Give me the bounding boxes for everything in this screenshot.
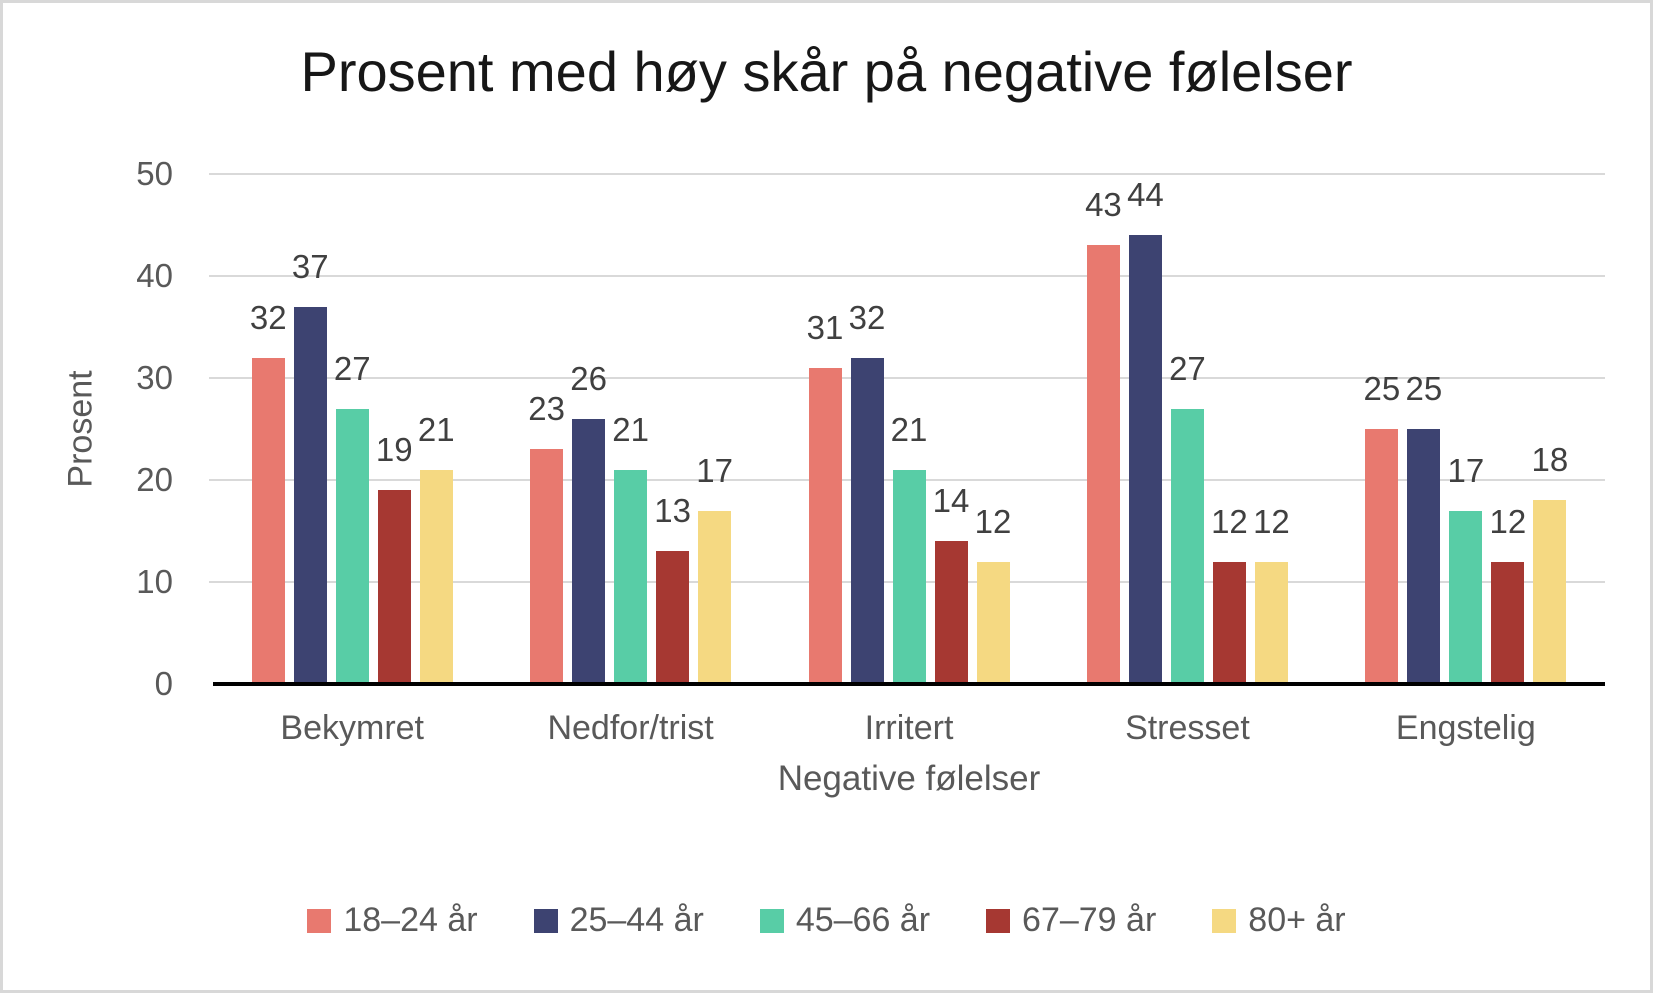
bar-value-label: 44 — [1127, 176, 1164, 214]
bar: 12 — [1211, 503, 1248, 684]
x-category-label: Irritert — [864, 709, 954, 747]
bar-value-label: 12 — [974, 502, 1012, 540]
x-category-label: Stresset — [1125, 709, 1250, 747]
bar: 17 — [1447, 452, 1484, 684]
y-tick-label: 0 — [154, 665, 173, 702]
x-category-label: Bekymret — [280, 709, 424, 747]
bar: 21 — [891, 411, 927, 684]
bar-value-label: 27 — [1169, 349, 1206, 387]
bar-groups: 32 37 27 19 21 23 26 21 13 17 31 32 21 14 12 43 44 27 12 12… — [213, 174, 1605, 684]
bar: 27 — [334, 350, 371, 684]
legend-item: 80+ år — [1212, 901, 1346, 940]
plot-area: 32 37 27 19 21 23 26 21 13 17 31 32 21 14 12 43 44 27 12 12… — [209, 173, 1605, 686]
y-tick-label: 30 — [136, 359, 173, 396]
bar-value-label: 27 — [333, 349, 371, 387]
legend-label: 25–44 år — [569, 901, 704, 939]
bar: 32 — [849, 299, 885, 684]
bar-value-label: 23 — [528, 390, 565, 428]
chart-title: Prosent med høy skår på negative følelse… — [300, 40, 1353, 103]
bar-group: 32 37 27 19 21 — [213, 174, 491, 684]
y-tick-label: 10 — [136, 563, 173, 600]
x-axis-title: Negative følelser — [777, 759, 1041, 798]
bar-value-label: 21 — [890, 410, 928, 448]
bar: 27 — [1169, 350, 1206, 684]
x-category-label: Nedfor/trist — [547, 709, 714, 747]
legend-item: 67–79 år — [986, 901, 1156, 940]
bar: 43 — [1085, 187, 1122, 684]
legend-item: 18–24 år — [307, 901, 478, 940]
bar-value-label: 37 — [291, 247, 329, 285]
gridline — [209, 377, 1605, 379]
bar-group: 25 25 17 12 18 — [1327, 174, 1605, 684]
gridline — [209, 173, 1605, 175]
bar-value-label: 21 — [612, 410, 649, 448]
bar-value-label: 13 — [654, 492, 691, 530]
bar: 25 — [1363, 371, 1400, 684]
bar-value-label: 19 — [375, 431, 413, 469]
bar-value-label: 12 — [1253, 502, 1290, 540]
legend-label: 67–79 år — [1022, 901, 1157, 939]
bar: 17 — [696, 452, 733, 684]
bar-value-label: 12 — [1489, 502, 1527, 540]
bar: 26 — [570, 360, 607, 684]
bar-value-label: 21 — [417, 410, 455, 448]
legend-swatch — [533, 908, 558, 933]
bar-value-label: 17 — [1447, 451, 1485, 489]
legend-swatch — [759, 908, 784, 933]
bar: 12 — [1489, 503, 1526, 684]
bar-value-label: 43 — [1085, 186, 1122, 224]
legend-swatch — [1212, 908, 1237, 933]
bar-value-label: 32 — [249, 298, 287, 336]
legend-item: 45–66 år — [759, 901, 931, 940]
bar: 23 — [528, 391, 565, 684]
bar-value-label: 12 — [1211, 502, 1248, 540]
bar: 37 — [292, 248, 329, 684]
gridline — [209, 275, 1605, 277]
y-tick-label: 50 — [136, 155, 173, 192]
bar-value-label: 18 — [1531, 441, 1569, 479]
bar: 19 — [376, 432, 413, 684]
legend-item: 25–44 år — [533, 901, 704, 940]
legend-swatch — [986, 908, 1011, 933]
bar-value-label: 32 — [848, 298, 886, 336]
bar: 12 — [975, 503, 1011, 684]
bar: 21 — [418, 411, 455, 684]
bar-group: 31 32 21 14 12 — [770, 174, 1048, 684]
legend: 18–24 år 25–44 år 45–66 år 67–79 år 80+ år — [3, 901, 1650, 940]
x-category-labels: Bekymret Nedfor/trist Irritert Stresset Engs… — [213, 709, 1605, 748]
x-category-label: Engstelig — [1395, 709, 1536, 747]
y-axis-tick-labels: 0 10 20 30 40 50 — [63, 155, 173, 702]
legend-label: 45–66 år — [795, 901, 931, 939]
y-tick-label: 40 — [136, 257, 173, 294]
bar-value-label: 26 — [570, 359, 607, 397]
y-tick-label: 20 — [136, 461, 173, 498]
x-axis-line — [213, 682, 1605, 686]
bar-value-label: 25 — [1405, 370, 1443, 407]
bar-group: 43 44 27 12 12 — [1048, 174, 1326, 684]
bar-group: 23 26 21 13 17 — [491, 174, 769, 684]
bar: 44 — [1127, 177, 1164, 684]
bar-value-label: 17 — [696, 451, 733, 489]
bar: 12 — [1253, 503, 1290, 684]
bar-value-label: 25 — [1363, 370, 1401, 407]
bar: 18 — [1531, 442, 1568, 684]
bar-value-label: 14 — [932, 482, 970, 520]
bar-value-label: 31 — [806, 308, 844, 346]
bar: 21 — [612, 411, 649, 684]
bar: 25 — [1405, 371, 1442, 684]
bar: 32 — [250, 299, 287, 684]
bar: 13 — [654, 493, 691, 684]
legend-swatch — [307, 908, 332, 933]
legend-label: 18–24 år — [343, 901, 478, 939]
legend-label: 80+ år — [1248, 901, 1346, 939]
bar: 31 — [807, 309, 843, 684]
bar: 14 — [933, 483, 969, 684]
